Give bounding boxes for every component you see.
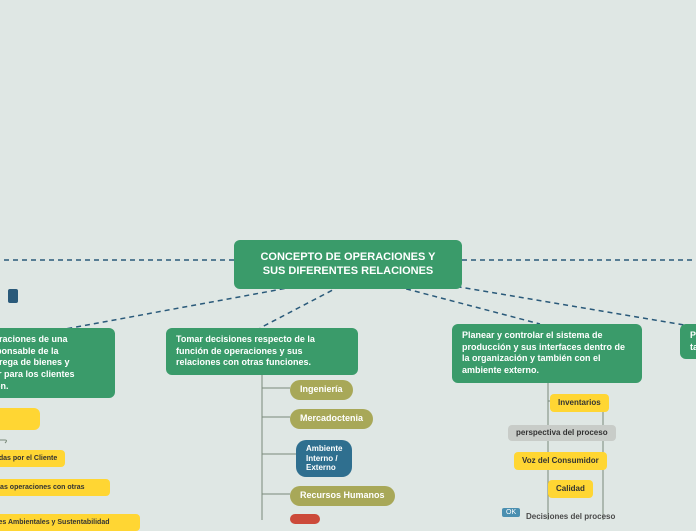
- child-operaciones-otras[interactable]: de las operaciones con otras: [0, 479, 110, 496]
- branch4-label: Prta: [690, 330, 696, 352]
- child-rigidas-cliente[interactable]: rigidas por el Cliente: [0, 450, 65, 467]
- branch-decisions[interactable]: Tomar decisiones respecto de lafunción d…: [166, 328, 358, 375]
- child-ingenieria[interactable]: Ingeniería: [290, 380, 353, 400]
- central-label: CONCEPTO DE OPERACIONES YSUS DIFERENTES …: [260, 251, 435, 277]
- branch1-label: de operaciones de unaes responsable de l…: [0, 334, 75, 391]
- child-decisiones-proceso[interactable]: Decisiones del proceso: [516, 506, 625, 528]
- child-voz-consumidor[interactable]: Voz del Consumidor: [514, 452, 607, 470]
- child-ambiente[interactable]: AmbienteInterno /Externo: [296, 440, 352, 477]
- child-red-partial[interactable]: [290, 514, 320, 524]
- child-inventarios[interactable]: Inventarios: [550, 394, 609, 412]
- central-node[interactable]: CONCEPTO DE OPERACIONES YSUS DIFERENTES …: [234, 240, 462, 289]
- child-perspectiva[interactable]: perspectiva del proceso: [508, 425, 616, 441]
- child-ambientales[interactable]: iones Ambientales y Sustentabilidad: [0, 514, 140, 531]
- child-yellow-box[interactable]: [0, 408, 40, 430]
- child-calidad[interactable]: Calidad: [548, 480, 593, 498]
- branch-plan-control[interactable]: Planear y controlar el sistema deproducc…: [452, 324, 642, 383]
- branch-operations-function[interactable]: de operaciones de unaes responsable de l…: [0, 328, 115, 398]
- branch2-label: Tomar decisiones respecto de lafunción d…: [176, 334, 315, 367]
- collapse-handle[interactable]: [8, 289, 18, 303]
- child-mercadoctenia[interactable]: Mercadoctenia: [290, 409, 373, 429]
- branch3-label: Planear y controlar el sistema deproducc…: [462, 330, 625, 375]
- child-recursos-humanos[interactable]: Recursos Humanos: [290, 486, 395, 506]
- branch-partial-right[interactable]: Prta: [680, 324, 696, 359]
